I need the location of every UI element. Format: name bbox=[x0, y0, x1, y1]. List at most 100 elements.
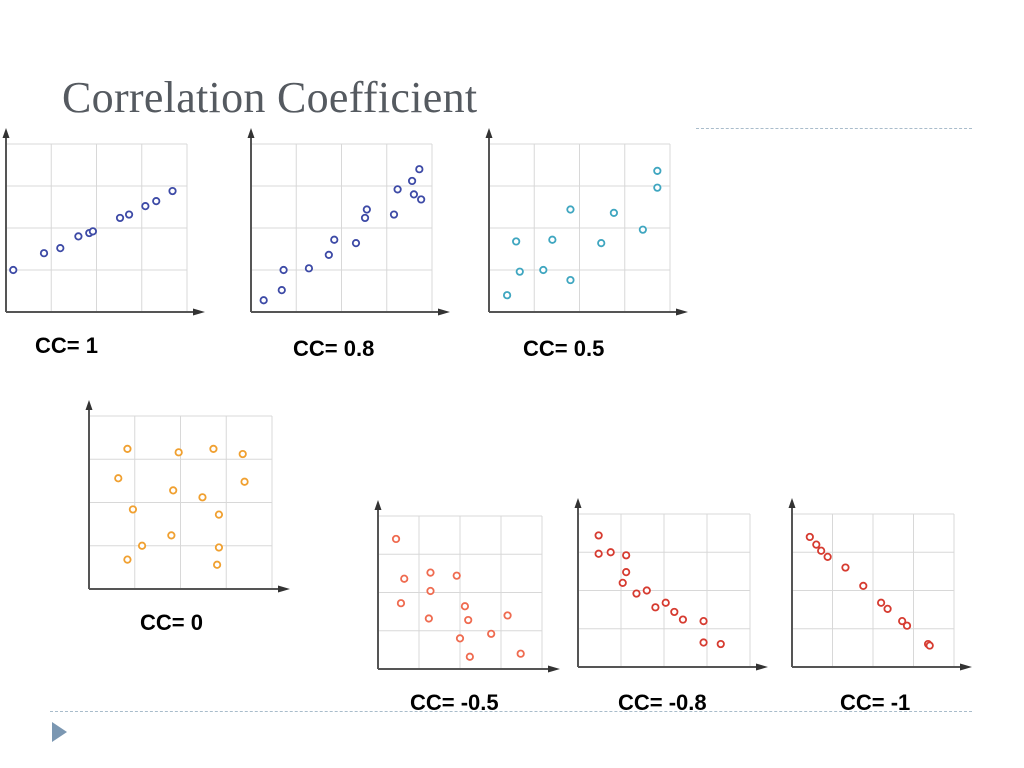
data-point bbox=[699, 617, 708, 626]
data-point bbox=[877, 598, 886, 607]
data-point bbox=[169, 486, 178, 495]
correlation-label: CC= 1 bbox=[35, 333, 98, 358]
y-axis-arrow-icon bbox=[788, 498, 796, 508]
scatter-plot bbox=[788, 498, 972, 671]
data-point bbox=[642, 586, 651, 595]
data-point bbox=[123, 444, 132, 453]
data-point bbox=[9, 265, 18, 275]
x-axis-arrow-icon bbox=[960, 663, 972, 671]
data-point bbox=[74, 232, 83, 241]
data-point bbox=[124, 210, 134, 219]
data-point bbox=[128, 505, 138, 514]
data-point bbox=[460, 602, 470, 611]
data-point bbox=[213, 560, 222, 569]
correlation-label: CC= -0.5 bbox=[410, 690, 499, 715]
data-point bbox=[548, 235, 557, 244]
data-point bbox=[240, 477, 249, 486]
data-point bbox=[137, 541, 147, 550]
data-point bbox=[812, 540, 821, 549]
x-axis-arrow-icon bbox=[676, 308, 688, 316]
scatter-plot bbox=[2, 128, 205, 316]
data-point bbox=[515, 267, 524, 276]
data-point bbox=[632, 589, 641, 598]
x-axis-arrow-icon bbox=[756, 663, 768, 671]
data-point bbox=[304, 264, 314, 273]
data-point bbox=[465, 652, 474, 661]
data-point bbox=[400, 574, 409, 583]
data-point bbox=[464, 615, 473, 625]
data-point bbox=[609, 208, 618, 217]
data-point bbox=[174, 448, 183, 457]
data-point bbox=[324, 250, 333, 259]
data-point bbox=[622, 551, 631, 560]
data-point bbox=[141, 202, 150, 211]
data-point bbox=[152, 197, 161, 206]
data-point bbox=[396, 599, 406, 608]
data-point bbox=[516, 649, 525, 658]
data-point bbox=[424, 614, 433, 623]
data-point bbox=[566, 205, 575, 214]
data-point bbox=[716, 639, 725, 649]
data-point bbox=[502, 291, 512, 300]
data-point bbox=[594, 549, 603, 558]
correlation-label: CC= 0.5 bbox=[523, 336, 605, 361]
data-point bbox=[209, 444, 218, 453]
y-axis-arrow-icon bbox=[247, 128, 255, 138]
correlation-label: CC= -0.8 bbox=[618, 690, 707, 715]
data-point bbox=[259, 296, 268, 305]
x-axis-arrow-icon bbox=[278, 585, 290, 593]
data-point bbox=[597, 239, 606, 248]
data-point bbox=[512, 237, 521, 246]
scatter-plot bbox=[247, 128, 450, 316]
data-point bbox=[622, 568, 631, 577]
data-point bbox=[841, 563, 850, 572]
x-axis-arrow-icon bbox=[548, 665, 560, 673]
data-point bbox=[426, 586, 435, 596]
data-point bbox=[167, 531, 176, 540]
data-point bbox=[539, 265, 548, 275]
scatter-plot bbox=[85, 400, 290, 593]
data-point bbox=[638, 225, 647, 234]
data-point bbox=[503, 611, 512, 620]
play-arrow-icon bbox=[52, 722, 67, 742]
data-point bbox=[455, 634, 465, 643]
slide-title: Correlation Coefficient bbox=[62, 73, 478, 122]
data-point bbox=[39, 249, 49, 258]
data-point bbox=[88, 227, 97, 236]
data-point bbox=[452, 571, 461, 580]
data-point bbox=[487, 629, 496, 638]
x-axis-arrow-icon bbox=[438, 308, 450, 316]
scatter-plot bbox=[485, 128, 688, 316]
y-axis-arrow-icon bbox=[485, 128, 493, 138]
data-point bbox=[360, 213, 370, 223]
data-point bbox=[393, 185, 402, 194]
scatter-plot bbox=[574, 498, 768, 671]
data-point bbox=[198, 493, 207, 502]
title-divider bbox=[696, 128, 972, 129]
data-point bbox=[330, 235, 339, 244]
data-point bbox=[114, 474, 123, 483]
data-point bbox=[699, 638, 708, 647]
data-point bbox=[56, 244, 65, 253]
data-point bbox=[168, 186, 177, 196]
data-point bbox=[661, 598, 670, 607]
data-point bbox=[407, 176, 417, 186]
data-point bbox=[817, 546, 826, 555]
y-axis-arrow-icon bbox=[374, 500, 382, 510]
data-point bbox=[823, 552, 832, 561]
y-axis-arrow-icon bbox=[574, 498, 582, 508]
data-point bbox=[417, 195, 426, 204]
data-point bbox=[214, 510, 224, 519]
data-point bbox=[362, 205, 371, 214]
y-axis-arrow-icon bbox=[2, 128, 10, 138]
data-point bbox=[214, 543, 224, 552]
footer-divider bbox=[50, 711, 972, 712]
data-point bbox=[409, 190, 418, 199]
data-point bbox=[678, 615, 688, 624]
data-point bbox=[426, 568, 435, 577]
x-axis-arrow-icon bbox=[193, 308, 205, 316]
data-point bbox=[594, 531, 603, 540]
data-point bbox=[391, 534, 401, 544]
data-point bbox=[653, 166, 662, 175]
data-point bbox=[115, 213, 125, 223]
